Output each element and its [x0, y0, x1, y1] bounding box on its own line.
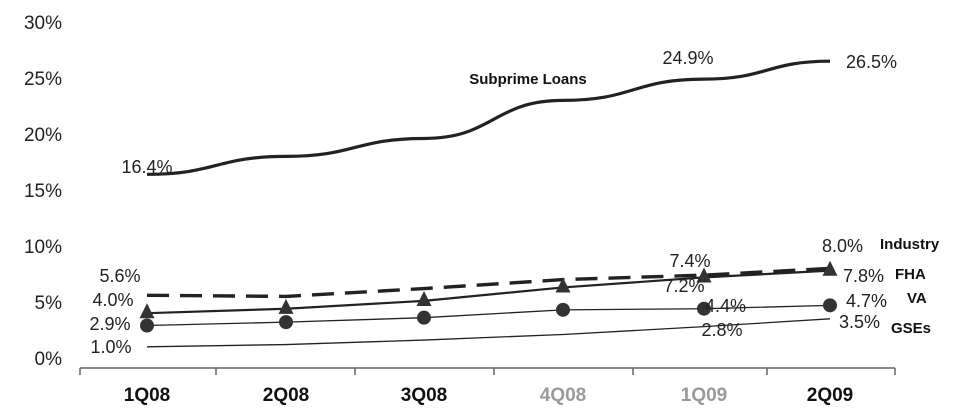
x-category-label: 2Q08 [263, 385, 309, 406]
series-line-gses [146, 318, 831, 348]
series-line-va [146, 304, 831, 327]
y-tick-label: 0% [35, 349, 63, 370]
data-label-industry: 8.0% [822, 236, 863, 256]
data-label-subprime-loans: 24.9% [662, 48, 713, 68]
data-label-va: 2.9% [89, 314, 130, 334]
marker-circle-va [556, 302, 570, 317]
series-line-industry [146, 266, 831, 299]
data-label-gses: 1.0% [90, 337, 131, 357]
marker-circle-va [279, 315, 293, 330]
y-tick-label: 15% [24, 181, 62, 202]
data-label-va: 4.7% [846, 291, 887, 311]
y-tick-label: 5% [35, 293, 63, 314]
series-name-gses: GSEs [891, 320, 931, 337]
marker-triangle-fha [555, 277, 571, 293]
marker-triangle-fha [278, 298, 294, 314]
y-tick-label: 10% [24, 237, 62, 258]
series-lines [146, 59, 831, 348]
series-names: Subprime Loans Industry FHA VA GSEs [469, 71, 940, 337]
series-name-subprime-loans: Subprime Loans [469, 71, 587, 88]
data-label-industry: 7.4% [669, 251, 710, 271]
marker-circle-va [697, 301, 711, 316]
data-label-industry: 5.6% [99, 266, 140, 286]
series-line-fha [146, 269, 831, 315]
data-labels: 16.4% 24.9% 26.5% 5.6% 7.4% 8.0% 4.0% 7.2% 7.8% 2… [89, 48, 897, 357]
marker-circle-va [823, 298, 837, 313]
series-name-fha: FHA [895, 266, 926, 283]
y-tick-label: 30% [24, 13, 62, 34]
data-label-gses: 2.8% [701, 320, 742, 340]
y-tick-label: 20% [24, 125, 62, 146]
data-label-fha: 7.8% [843, 266, 884, 286]
data-label-fha: 7.2% [663, 276, 704, 296]
x-category-label: 3Q08 [401, 385, 447, 406]
x-category-label: 4Q08 [540, 385, 586, 406]
marker-triangle-fha [696, 267, 712, 283]
series-name-va: VA [907, 290, 927, 307]
x-category-label: 2Q09 [807, 385, 853, 406]
marker-circle-va [140, 318, 154, 333]
data-label-subprime-loans: 26.5% [846, 52, 897, 72]
y-axis: 0% 5% 10% 15% 20% 25% 30% [24, 13, 62, 370]
marker-triangle-fha [822, 260, 838, 276]
data-label-gses: 3.5% [839, 312, 880, 332]
x-category-label: 1Q08 [124, 385, 170, 406]
x-category-label: 1Q09 [681, 385, 727, 406]
data-label-subprime-loans: 16.4% [121, 157, 172, 177]
x-axis: 1Q08 2Q08 3Q08 4Q08 1Q09 2Q09 [79, 367, 896, 406]
data-label-fha: 4.0% [92, 290, 133, 310]
marker-triangle-fha [416, 290, 432, 306]
series-markers [139, 260, 838, 333]
data-label-va: 4.4% [705, 296, 746, 316]
series-name-industry: Industry [880, 236, 940, 253]
series-line-subprime-loans [146, 59, 831, 176]
marker-circle-va [417, 310, 431, 325]
marker-triangle-fha [139, 303, 155, 319]
y-tick-label: 25% [24, 69, 62, 90]
